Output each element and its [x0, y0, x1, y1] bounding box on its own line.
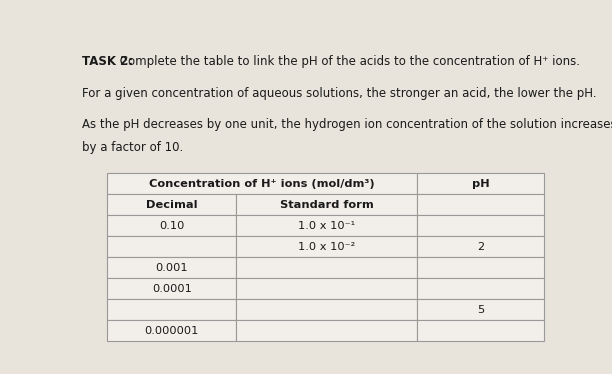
Bar [107, 173, 417, 194]
Text: Standard form: Standard form [280, 200, 373, 209]
Text: 0.000001: 0.000001 [144, 326, 199, 336]
Bar [236, 257, 417, 278]
Bar [107, 299, 236, 320]
Bar [107, 278, 236, 299]
Text: 5: 5 [477, 305, 484, 315]
Text: 1.0 x 10⁻²: 1.0 x 10⁻² [298, 242, 355, 252]
Text: 0.001: 0.001 [155, 263, 188, 273]
Bar [236, 320, 417, 341]
Text: pH: pH [472, 178, 489, 188]
Text: Decimal: Decimal [146, 200, 198, 209]
Bar [417, 320, 543, 341]
Text: by a factor of 10.: by a factor of 10. [82, 141, 184, 154]
Text: 2: 2 [477, 242, 484, 252]
Bar [417, 215, 543, 236]
Bar [417, 236, 543, 257]
Bar [107, 194, 236, 215]
Text: 0.0001: 0.0001 [152, 283, 192, 294]
Bar [107, 236, 236, 257]
Bar [417, 278, 543, 299]
Bar [107, 215, 236, 236]
Bar [107, 320, 236, 341]
Text: For a given concentration of aqueous solutions, the stronger an acid, the lower : For a given concentration of aqueous sol… [82, 87, 597, 99]
Text: Complete the table to link the pH of the acids to the concentration of H⁺ ions.: Complete the table to link the pH of the… [116, 55, 580, 68]
Bar [236, 236, 417, 257]
Text: TASK 2:: TASK 2: [82, 55, 133, 68]
Text: As the pH decreases by one unit, the hydrogen ion concentration of the solution : As the pH decreases by one unit, the hyd… [82, 118, 612, 131]
Text: Concentration of H⁺ ions (mol/dm³): Concentration of H⁺ ions (mol/dm³) [149, 178, 375, 188]
Bar [417, 194, 543, 215]
Text: 1.0 x 10⁻¹: 1.0 x 10⁻¹ [298, 221, 355, 231]
Bar [417, 257, 543, 278]
Bar [417, 299, 543, 320]
Bar [236, 278, 417, 299]
Text: 0.10: 0.10 [159, 221, 184, 231]
Bar [417, 173, 543, 194]
Bar [236, 215, 417, 236]
Bar [236, 299, 417, 320]
Bar [107, 257, 236, 278]
Bar [236, 194, 417, 215]
